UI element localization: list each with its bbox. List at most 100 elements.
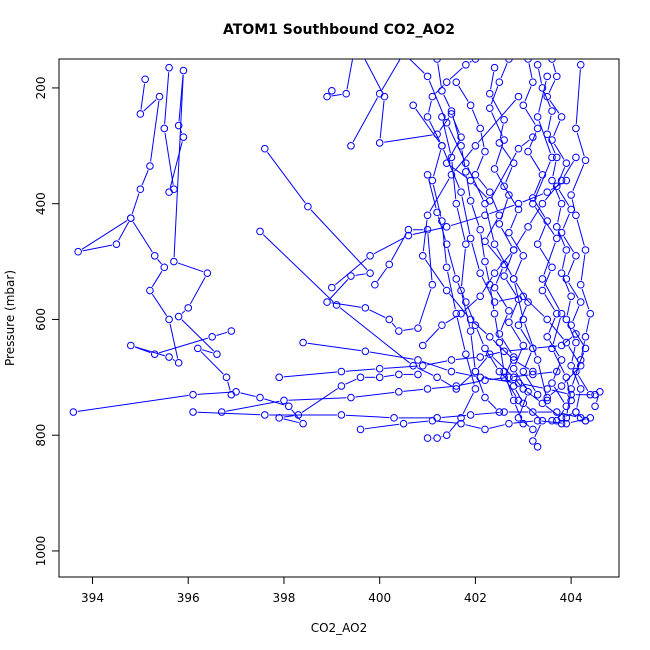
series-segment [466,358,475,385]
data-point [74,247,82,256]
series-segment [577,375,589,392]
series-segment [403,328,414,331]
data-point [581,333,590,341]
series-segment [524,323,537,356]
series-segment [428,80,446,119]
series-segment [552,161,557,177]
series-segment [539,247,551,264]
data-point [385,315,394,324]
series-segment [534,178,542,194]
data-point [165,63,173,72]
series-segment [307,342,361,352]
series-segment [384,134,433,143]
series-segment [477,177,488,189]
data-point [275,373,283,382]
series-10 [485,63,542,399]
x-tick-label: 402 [464,591,487,605]
data-point [466,234,475,243]
data-point [562,275,571,283]
series-segment [537,345,558,349]
data-point [462,350,470,358]
series-segment [173,75,184,258]
series-segment [331,93,342,97]
data-point [256,227,264,236]
series-segment [455,371,476,377]
data-point [457,133,465,141]
data-point [438,217,446,225]
data-point [500,367,508,376]
data-point [227,327,236,335]
series-segment [172,358,176,361]
series-segment [484,377,515,383]
data-point [495,78,504,86]
series-segment [458,85,469,102]
data-point [572,338,580,347]
data-point [366,251,374,260]
series-segment [432,184,442,217]
series-segment [557,207,562,223]
series-segment [513,420,534,424]
data-point [476,353,484,361]
series-segment [515,282,527,299]
data-point [505,373,513,382]
data-point [332,301,341,309]
series-segment [520,328,531,345]
data-point [423,170,432,179]
data-point [509,356,518,364]
data-point [505,59,513,63]
data-point [576,414,585,422]
series-segment [522,383,543,389]
series-segment [567,259,575,275]
series-segment [526,406,540,419]
x-axis-label: CO2_AO2 [311,621,368,635]
data-point [347,393,355,402]
series-segment [506,380,517,397]
data-point [471,385,480,393]
data-point [414,324,422,332]
data-point [165,315,173,324]
series-segment [552,63,557,73]
data-point [126,214,135,222]
data-point [562,176,571,185]
data-point [548,153,556,162]
data-point [328,87,336,95]
data-point [505,191,513,199]
data-point [418,361,427,370]
series-segment [521,139,530,147]
data-point [562,159,571,167]
data-point [462,240,470,249]
series-segment [500,314,508,330]
series-segment [525,375,536,392]
data-point [189,408,197,416]
data-point [380,92,389,101]
series-segment [134,346,165,357]
series-segment [431,385,452,389]
series-segment [369,351,414,360]
data-point [471,170,480,179]
series-segment [489,424,505,429]
series-segment [450,165,468,179]
data-point [533,442,542,451]
data-point [576,361,585,370]
series-segment [465,424,481,429]
data-point [208,333,216,341]
series-segment [513,374,529,378]
data-point [572,211,580,220]
series-segment [377,267,388,282]
data-point [466,196,475,205]
series-segment [456,207,466,240]
series-segment [164,132,174,185]
series-segment [558,167,566,183]
data-point [581,344,590,353]
y-tick-label: 1000 [34,536,48,567]
data-point [529,437,537,445]
data-point [552,234,561,243]
data-point [146,162,154,170]
series-segment [450,216,481,227]
data-point [485,188,494,196]
data-point [543,188,552,196]
series-segment [134,346,151,354]
series-segment [456,317,466,350]
series-segment [345,414,390,419]
data-point [476,124,484,133]
